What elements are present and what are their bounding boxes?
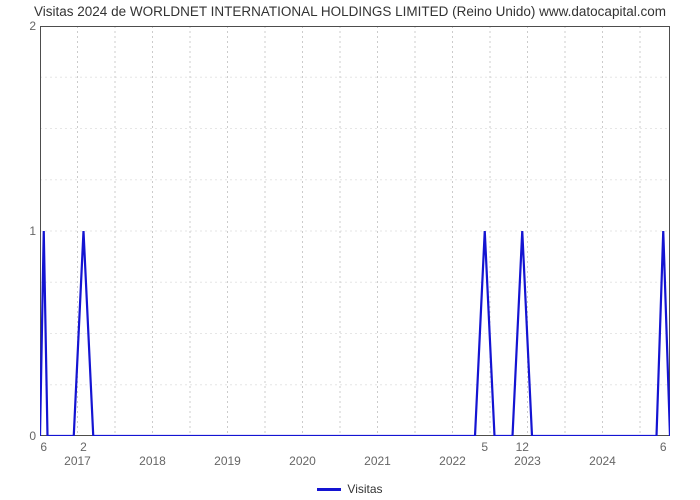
x-tick-year: 2020 [289, 454, 316, 468]
plot-area [40, 26, 670, 436]
x-tick-year: 2021 [364, 454, 391, 468]
y-tick-label: 1 [29, 224, 36, 238]
legend-label: Visitas [347, 482, 382, 496]
chart-title: Visitas 2024 de WORLDNET INTERNATIONAL H… [0, 4, 700, 19]
x-tick-year: 2022 [439, 454, 466, 468]
legend-swatch [317, 488, 341, 491]
x-tick-year: 2019 [214, 454, 241, 468]
peak-value-label: 6 [660, 440, 667, 454]
visits-chart: { "chart": { "type": "line", "title": "V… [0, 0, 700, 500]
x-tick-year: 2024 [589, 454, 616, 468]
x-tick-year: 2017 [64, 454, 91, 468]
x-tick-year: 2023 [514, 454, 541, 468]
y-tick-label: 0 [29, 429, 36, 443]
peak-value-label: 6 [40, 440, 47, 454]
x-tick-year: 2018 [139, 454, 166, 468]
peak-value-label: 5 [481, 440, 488, 454]
chart-svg [40, 26, 670, 436]
peak-value-label: 2 [80, 440, 87, 454]
legend: Visitas [0, 482, 700, 496]
peak-value-label: 12 [516, 440, 529, 454]
y-tick-label: 2 [29, 19, 36, 33]
